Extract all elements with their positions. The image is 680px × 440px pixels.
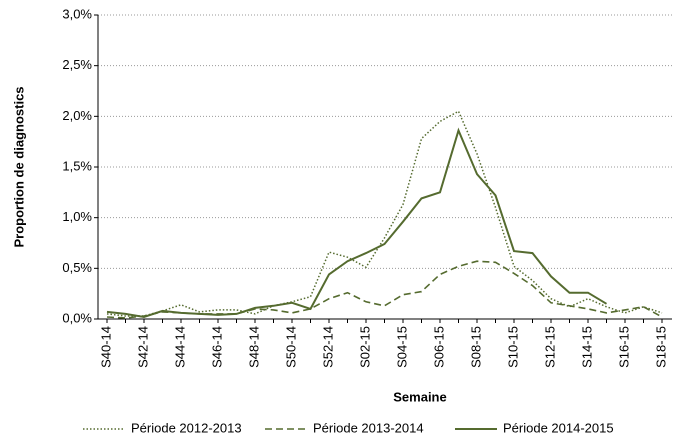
x-axis-label: Semaine — [393, 389, 446, 404]
legend-label: Période 2014-2015 — [503, 420, 614, 435]
x-tick-label: S12-15 — [542, 326, 557, 368]
y-tick-label: 0,5% — [62, 260, 92, 275]
series-line — [106, 260, 663, 319]
y-tick-label: 1,5% — [62, 158, 92, 173]
x-tick-label: S44-14 — [172, 326, 187, 368]
series-line — [106, 110, 663, 317]
x-tick-label: S48-14 — [246, 326, 261, 368]
x-tick-label: S06-15 — [431, 326, 446, 368]
x-tick-label: S14-15 — [579, 326, 594, 368]
x-tick-label: S04-15 — [394, 326, 409, 368]
x-tick-label: S16-15 — [616, 326, 631, 368]
x-tick-label: S46-14 — [209, 326, 224, 368]
y-tick-label: 2,0% — [62, 108, 92, 123]
x-tick-label: S40-14 — [98, 326, 113, 368]
y-tick-label: 3,0% — [62, 6, 92, 21]
x-tick-label: S50-14 — [283, 326, 298, 368]
y-axis-label: Proportion de diagnostics — [11, 86, 26, 247]
y-tick-label: 2,5% — [62, 57, 92, 72]
y-tick-label: 1,0% — [62, 209, 92, 224]
x-tick-label: S18-15 — [653, 326, 668, 368]
legend-label: Période 2012-2013 — [131, 420, 242, 435]
x-tick-label: S52-14 — [320, 326, 335, 368]
x-tick-label: S02-15 — [357, 326, 372, 368]
legend-label: Période 2013-2014 — [313, 420, 424, 435]
x-tick-label: S10-15 — [505, 326, 520, 368]
series-line — [106, 127, 608, 319]
y-tick-label: 0,0% — [62, 310, 92, 325]
x-tick-label: S42-14 — [135, 326, 150, 368]
x-tick-label: S08-15 — [468, 326, 483, 368]
